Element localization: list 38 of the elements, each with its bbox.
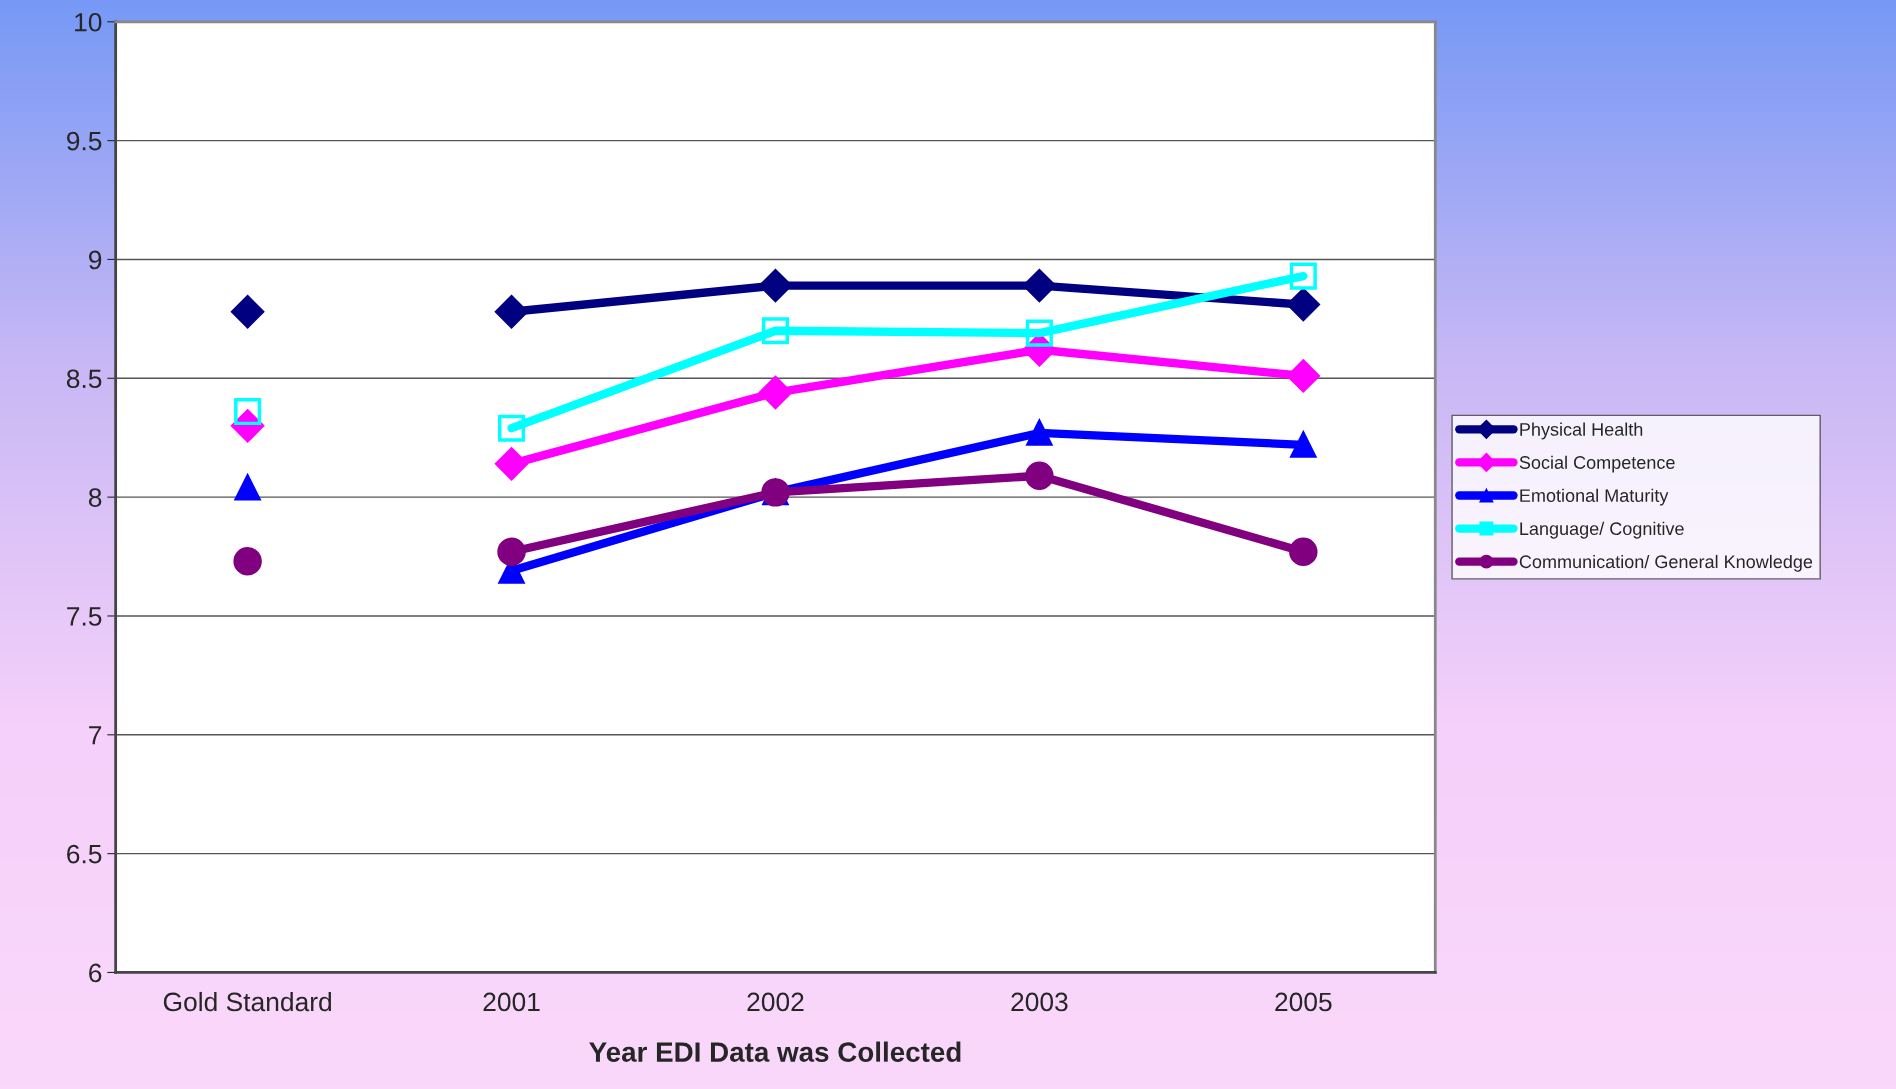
legend-label: Physical Health [1520, 422, 1643, 440]
point [1286, 359, 1320, 393]
point [758, 376, 792, 410]
x-tick-label: Gold Standard [163, 991, 332, 1012]
x-tick-label: 2005 [1275, 992, 1332, 1012]
y-tick-label: 6 [89, 963, 102, 983]
point [761, 317, 790, 345]
legend-label: Communication/ General Knowledge [1519, 554, 1813, 572]
point [758, 269, 792, 303]
point [1289, 262, 1317, 290]
y-tick-label: 8 [88, 488, 102, 507]
point [497, 414, 526, 442]
point [495, 447, 529, 481]
point [231, 295, 265, 329]
point [497, 537, 526, 567]
legend-label: Language/ Cognitive [1520, 521, 1684, 539]
point [1289, 537, 1318, 567]
point [233, 472, 262, 501]
point [1026, 420, 1053, 446]
x-tick-label: 2001 [483, 992, 540, 1012]
y-tick-label: 7.5 [67, 607, 102, 626]
y-tick-label: 7 [89, 726, 102, 745]
y-tick-label: 10 [75, 12, 102, 32]
point [1290, 431, 1317, 458]
point [1025, 319, 1053, 347]
x-axis-title: Year EDI Data was Collected [589, 1041, 961, 1062]
point [233, 547, 262, 576]
point [1025, 461, 1054, 490]
y-tick-label: 9 [89, 250, 102, 270]
point [1286, 288, 1320, 322]
point [495, 295, 529, 329]
y-tick-label: 6.5 [67, 844, 102, 864]
legend-label: Emotional Maturity [1520, 488, 1669, 506]
legend-label: Social Competence [1519, 455, 1675, 473]
y-tick-label: 9.5 [67, 131, 102, 151]
y-tick-label: 8.5 [66, 369, 102, 389]
x-tick-label: 2002 [747, 992, 804, 1012]
x-tick-label: 2003 [1011, 992, 1068, 1012]
